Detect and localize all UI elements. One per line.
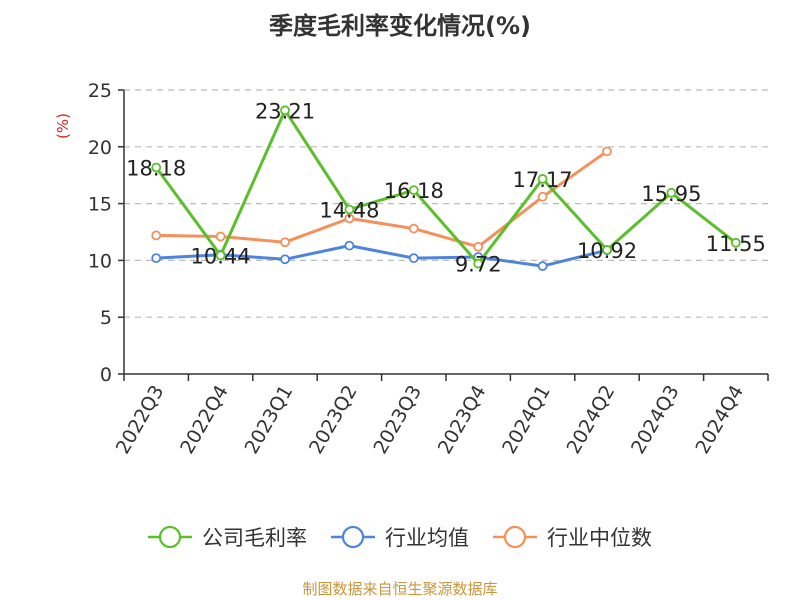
data-point <box>666 187 677 198</box>
data-point <box>537 261 548 271</box>
data-label: 16.18 <box>384 179 444 203</box>
data-label: 14.48 <box>319 199 379 223</box>
series-line <box>154 244 609 268</box>
series-0 <box>151 105 741 269</box>
data-label: 11.55 <box>706 232 766 256</box>
series-line <box>154 149 609 249</box>
source-note: 制图数据来自恒生聚源数据库 <box>302 580 498 598</box>
data-point <box>537 174 548 184</box>
chart-title: 季度毛利率变化情况(%) <box>269 12 531 40</box>
data-point <box>280 237 290 248</box>
data-point <box>215 250 226 261</box>
data-point <box>602 146 612 157</box>
x-tick-label: 2022Q4 <box>176 382 233 458</box>
data-label: 10.44 <box>191 244 251 268</box>
y-tick-label: 5 <box>100 307 112 329</box>
axes: 0 5 10 15 20 25 2022Q3 2022Q4 2023Q1 2023Q2 2023Q3… <box>88 80 769 458</box>
data-label: 15.95 <box>641 182 701 206</box>
data-label: 10.92 <box>577 239 637 263</box>
legend-item: 公司毛利率 <box>148 525 307 550</box>
y-tick-label: 15 <box>88 194 112 216</box>
data-point <box>408 185 419 196</box>
data-label: 18.18 <box>126 156 186 180</box>
y-tick-label: 10 <box>88 250 112 272</box>
legend-item: 行业中位数 <box>493 525 652 550</box>
data-point <box>215 231 226 242</box>
legend-item: 行业均值 <box>331 525 469 550</box>
data-point <box>151 162 162 173</box>
x-tick-label: 2024Q4 <box>691 382 748 458</box>
series-layer <box>151 105 741 271</box>
legend-label: 公司毛利率 <box>202 526 307 550</box>
data-point <box>280 254 290 265</box>
data-point <box>473 241 484 252</box>
data-point <box>280 105 290 116</box>
legend-label: 行业中位数 <box>547 526 652 550</box>
legend-marker <box>158 525 182 549</box>
data-point <box>602 245 612 255</box>
x-tick-label: 2024Q1 <box>498 382 555 458</box>
x-tick-label: 2023Q3 <box>369 382 426 458</box>
data-point <box>408 253 419 264</box>
series-line <box>154 108 738 266</box>
x-tick-label: 2023Q4 <box>434 382 491 458</box>
grid-lines <box>124 89 768 318</box>
x-tick-label: 2023Q2 <box>305 382 362 458</box>
legend-label: 行业均值 <box>385 526 469 550</box>
series-2 <box>151 146 612 252</box>
legend-marker <box>341 525 365 549</box>
data-label: 23.21 <box>255 99 315 123</box>
data-label: 9.72 <box>455 253 502 277</box>
x-tick-label: 2023Q1 <box>241 382 298 458</box>
legend: 公司毛利率 行业均值 行业中位数 <box>148 525 652 550</box>
data-point <box>537 191 548 202</box>
data-point <box>408 223 419 234</box>
y-tick-label: 25 <box>88 80 112 102</box>
data-point <box>473 258 484 269</box>
data-point <box>151 253 162 264</box>
x-tick-label: 2022Q3 <box>112 382 169 458</box>
y-axis-unit-label: (%) <box>54 113 72 139</box>
data-point <box>344 240 355 251</box>
y-tick-label: 0 <box>100 364 112 386</box>
legend-marker <box>503 525 527 549</box>
x-tick-label: 2024Q3 <box>627 382 684 458</box>
data-label: 17.17 <box>513 168 573 192</box>
data-point <box>344 204 355 215</box>
data-point <box>151 230 162 241</box>
x-tick-label: 2024Q2 <box>563 382 620 458</box>
y-tick-label: 20 <box>88 137 112 159</box>
data-point <box>730 237 741 248</box>
